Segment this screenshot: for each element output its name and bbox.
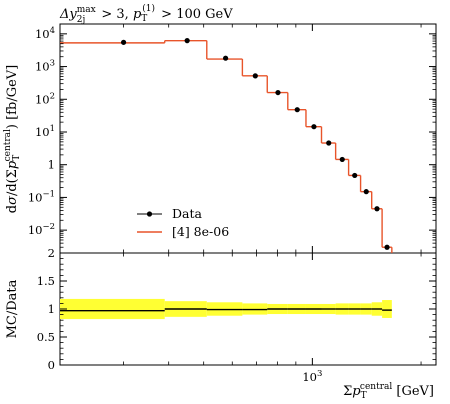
legend-mc-label: [4] 8e-06 bbox=[172, 224, 229, 239]
x-tick-label: 103 bbox=[302, 369, 322, 384]
data-point bbox=[120, 39, 127, 45]
ratio-tick-label: 0.5 bbox=[37, 330, 55, 344]
ratio-tick-label: 0 bbox=[48, 358, 55, 372]
legend-data-marker bbox=[146, 211, 153, 217]
legend: Data [4] 8e-06 bbox=[137, 206, 229, 239]
chart-title: Δymax 2j > 3, pT(1) > 100 GeV bbox=[59, 3, 233, 25]
y-tick-label: 10−2 bbox=[28, 222, 55, 237]
data-point bbox=[294, 107, 300, 113]
data-point bbox=[311, 124, 317, 130]
data-point bbox=[352, 172, 358, 179]
data-point bbox=[326, 140, 332, 146]
data-point bbox=[252, 73, 258, 79]
y-tick-label: 10−1 bbox=[28, 189, 55, 204]
ratio-band-bin bbox=[60, 298, 165, 320]
y-axis-label: dσ/d(ΣpTcentral) [fb/GeV] bbox=[3, 65, 22, 213]
x-axis-label: ΣpTcentral [GeV] bbox=[343, 382, 434, 401]
legend-data-label: Data bbox=[172, 206, 202, 221]
svg-text:dσ/d(ΣpTcentral) [fb/GeV]: dσ/d(ΣpTcentral) [fb/GeV] bbox=[3, 65, 22, 213]
ratio-tick-label: 1.5 bbox=[37, 274, 55, 288]
y-tick-label: 104 bbox=[35, 26, 55, 41]
y-tick-label: 102 bbox=[35, 91, 55, 106]
y-tick-label: 1 bbox=[48, 158, 55, 172]
data-point bbox=[363, 189, 369, 195]
ratio-tick-label: 1 bbox=[48, 302, 55, 316]
data-point bbox=[222, 55, 229, 61]
ratio-y-axis-label: MC/Data bbox=[5, 279, 20, 338]
data-point bbox=[339, 156, 345, 163]
ratio-band-bin bbox=[382, 300, 392, 318]
ratio-tick-label: 2 bbox=[48, 246, 55, 260]
y-tick-label: 101 bbox=[35, 124, 55, 139]
data-point bbox=[184, 38, 190, 44]
main-plot-area bbox=[59, 23, 437, 254]
data-point bbox=[275, 89, 281, 96]
data-point bbox=[384, 244, 390, 250]
y-tick-label: 103 bbox=[35, 59, 55, 74]
data-point bbox=[374, 206, 380, 212]
